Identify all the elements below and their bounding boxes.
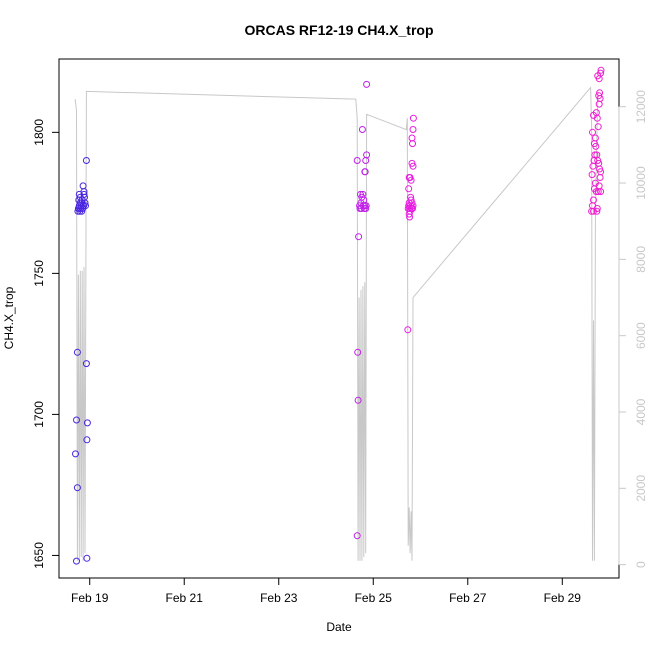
- data-point: [362, 202, 370, 210]
- x-axis: Feb 19 Feb 21 Feb 23 Feb 25 Feb 27 Feb 29: [71, 577, 582, 605]
- data-point: [588, 171, 596, 179]
- data-point: [592, 188, 600, 196]
- data-point: [363, 80, 371, 88]
- altitude-layer: [74, 86, 599, 561]
- data-point: [594, 72, 602, 80]
- data-point: [355, 233, 363, 241]
- data-point: [597, 188, 605, 196]
- y2-tick-label: 0: [634, 561, 648, 568]
- y-tick-label: 1800: [32, 119, 46, 146]
- data-point: [597, 66, 605, 74]
- data-point: [590, 196, 597, 204]
- data-point: [73, 557, 80, 565]
- data-point: [594, 123, 602, 131]
- x-axis-label: Date: [326, 620, 352, 634]
- data-point: [405, 185, 413, 193]
- y-tick-label: 1750: [32, 260, 46, 287]
- data-point: [83, 419, 91, 427]
- data-point: [593, 114, 601, 122]
- x-tick-label: Feb 19: [71, 591, 109, 605]
- data-point: [80, 188, 88, 196]
- data-point: [353, 532, 361, 540]
- data-point: [83, 436, 91, 444]
- data-point: [594, 157, 602, 164]
- x-tick-label: Feb 21: [166, 591, 204, 605]
- data-point: [404, 326, 412, 334]
- data-point: [407, 193, 415, 201]
- data-point: [408, 134, 416, 142]
- data-point: [409, 162, 417, 170]
- y-tick-label: 1650: [32, 542, 46, 569]
- data-point: [72, 450, 79, 458]
- data-point: [409, 126, 417, 133]
- data-point: [73, 484, 81, 492]
- y2-tick-label: 8000: [634, 246, 648, 273]
- y2-tick-label: 2000: [634, 475, 648, 502]
- data-point: [590, 207, 597, 215]
- y2-tick-label: 6000: [634, 322, 648, 349]
- chart-title: ORCAS RF12-19 CH4.X_trop: [244, 22, 433, 38]
- data-point: [354, 396, 362, 404]
- data-point: [406, 213, 414, 221]
- data-point: [357, 190, 364, 198]
- data-point: [354, 348, 362, 356]
- data-point: [409, 202, 417, 210]
- data-point: [591, 151, 599, 159]
- data-point: [82, 360, 90, 368]
- y2-tick-label: 12000: [634, 90, 648, 124]
- y-axis: 1650 1700 1750 1800: [32, 119, 60, 569]
- y2-tick-label: 4000: [634, 398, 648, 425]
- data-point: [82, 157, 90, 164]
- y-axis-label: CH4.X_trop: [2, 286, 16, 349]
- data-point: [76, 193, 84, 201]
- altitude-line: [74, 86, 599, 561]
- y2-axis: 0 2000 4000 6000 8000 10000 12000: [618, 90, 648, 568]
- data-point: [597, 168, 605, 176]
- data-point: [73, 416, 80, 424]
- data-point: [409, 114, 417, 122]
- y2-tick-label: 10000: [634, 166, 648, 200]
- x-tick-label: Feb 25: [355, 591, 393, 605]
- data-point: [405, 210, 413, 218]
- data-point: [361, 168, 369, 176]
- data-point: [593, 207, 601, 215]
- data-point: [358, 126, 366, 133]
- data-point: [83, 554, 91, 562]
- data-point: [409, 205, 416, 212]
- y-tick-label: 1700: [32, 401, 46, 428]
- data-point: [363, 151, 371, 159]
- x-tick-label: Feb 27: [449, 591, 487, 605]
- data-point: [589, 128, 596, 136]
- data-point: [407, 176, 415, 184]
- x-tick-label: Feb 23: [260, 591, 298, 605]
- data-point: [73, 348, 81, 356]
- x-tick-label: Feb 29: [544, 591, 582, 605]
- points-layer: [72, 66, 605, 565]
- data-point: [590, 140, 598, 148]
- data-point: [596, 95, 604, 102]
- data-point: [353, 157, 361, 164]
